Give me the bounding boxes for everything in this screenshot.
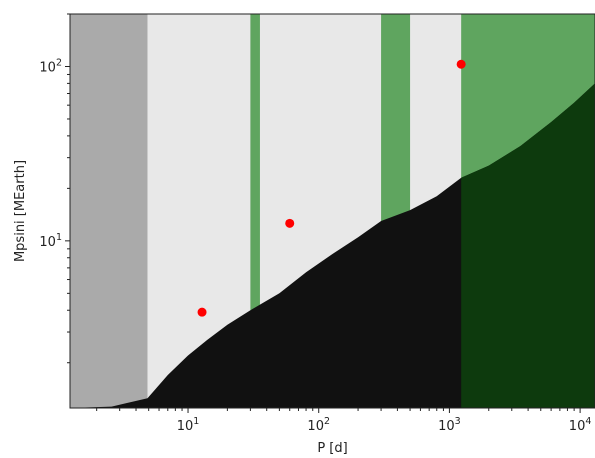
undetected-region-green (461, 83, 595, 408)
data-point-1 (285, 218, 295, 228)
x-tick-label: 101 (177, 416, 200, 434)
x-tick-label: 104 (569, 416, 592, 434)
x-axis-label: P [d] (317, 441, 347, 456)
y-tick-label: 101 (39, 232, 62, 250)
x-tick-label: 103 (438, 416, 461, 434)
x-tick-label: 102 (307, 416, 330, 434)
y-axis-label: Mpsini [MEarth] (13, 160, 28, 262)
data-points (197, 59, 466, 317)
data-point-0 (197, 307, 207, 317)
shaded-region-0 (70, 14, 148, 408)
x-axis: 101 102 103 104 (96, 408, 592, 434)
data-point-2 (456, 59, 466, 69)
y-axis: 101 102 (39, 13, 70, 364)
detection-boundary (70, 83, 595, 408)
axes-frame (69, 13, 595, 409)
y-tick-label: 102 (39, 57, 62, 75)
shaded-region-2 (250, 14, 260, 408)
